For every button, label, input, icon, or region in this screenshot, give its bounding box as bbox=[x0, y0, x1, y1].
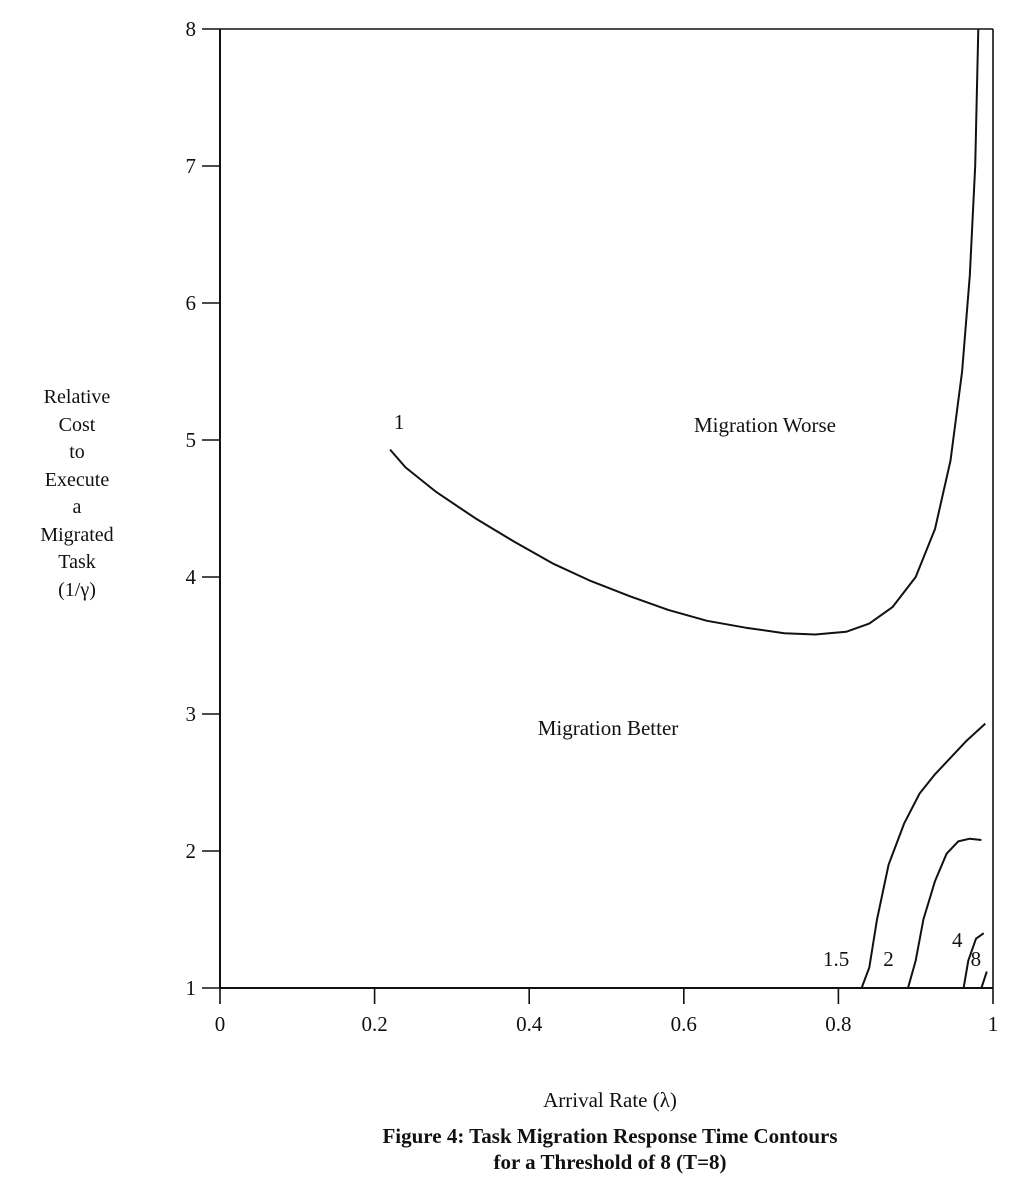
contour-line-1 bbox=[389, 28, 980, 636]
y-axis-label-line: Task bbox=[58, 551, 96, 573]
ticks: 1 2 3 4 5 6 7 8 0 0.2 0.4 0.6 0.8 1 bbox=[186, 17, 999, 1036]
x-tick-label: 0.6 bbox=[671, 1012, 697, 1036]
y-axis-label-line: Relative bbox=[43, 386, 111, 408]
y-tick-label: 8 bbox=[186, 17, 197, 41]
contour-line-8 bbox=[980, 971, 988, 989]
y-tick-label: 2 bbox=[186, 839, 197, 863]
contour-line-4 bbox=[962, 932, 985, 989]
y-tick-label: 5 bbox=[186, 428, 197, 452]
curve-label: 1.5 bbox=[823, 947, 849, 971]
annotation-migration-better: Migration Better bbox=[538, 716, 679, 740]
y-tick-label: 7 bbox=[186, 154, 197, 178]
curve-label: 4 bbox=[952, 928, 963, 952]
contour-line-1-5 bbox=[860, 722, 986, 989]
figure-caption: Figure 4: Task Migration Response Time C… bbox=[250, 1123, 970, 1175]
y-axis-label-line: Cost bbox=[58, 413, 96, 436]
y-axis-label-line: to bbox=[69, 441, 85, 463]
x-tick-label: 0.2 bbox=[361, 1012, 387, 1036]
y-axis-label-line: (1/γ) bbox=[58, 578, 96, 601]
y-axis-label-line: Migrated bbox=[40, 523, 114, 546]
axes bbox=[219, 28, 994, 989]
contour-curves bbox=[389, 28, 988, 989]
y-tick-label: 3 bbox=[186, 702, 197, 726]
x-tick-label: 0.8 bbox=[825, 1012, 851, 1036]
y-tick-label: 6 bbox=[186, 291, 197, 315]
x-tick-label: 0 bbox=[215, 1012, 226, 1036]
curve-label: 1 bbox=[394, 410, 405, 434]
caption-title: Figure 4: Task Migration Response Time C… bbox=[382, 1124, 838, 1148]
y-axis-label-line: a bbox=[72, 496, 82, 518]
curve-label: 8 bbox=[971, 947, 982, 971]
x-axis-label: Arrival Rate (λ) bbox=[543, 1088, 677, 1112]
y-tick-label: 4 bbox=[186, 565, 197, 589]
x-tick-label: 0.4 bbox=[516, 1012, 543, 1036]
curve-label: 2 bbox=[883, 947, 894, 971]
x-tick-label: 1 bbox=[988, 1012, 999, 1036]
contour-line-2 bbox=[907, 837, 982, 989]
y-axis-label-line: Execute bbox=[44, 468, 110, 491]
y-tick-label: 1 bbox=[186, 976, 197, 1000]
curve-labels: 1 1.5 2 48 bbox=[394, 410, 981, 971]
caption-subtitle: for a Threshold of 8 (T=8) bbox=[493, 1150, 727, 1174]
y-axis-label: Relative Cost to Execute a Migrated Task… bbox=[22, 384, 132, 604]
annotation-migration-worse: Migration Worse bbox=[694, 413, 836, 437]
